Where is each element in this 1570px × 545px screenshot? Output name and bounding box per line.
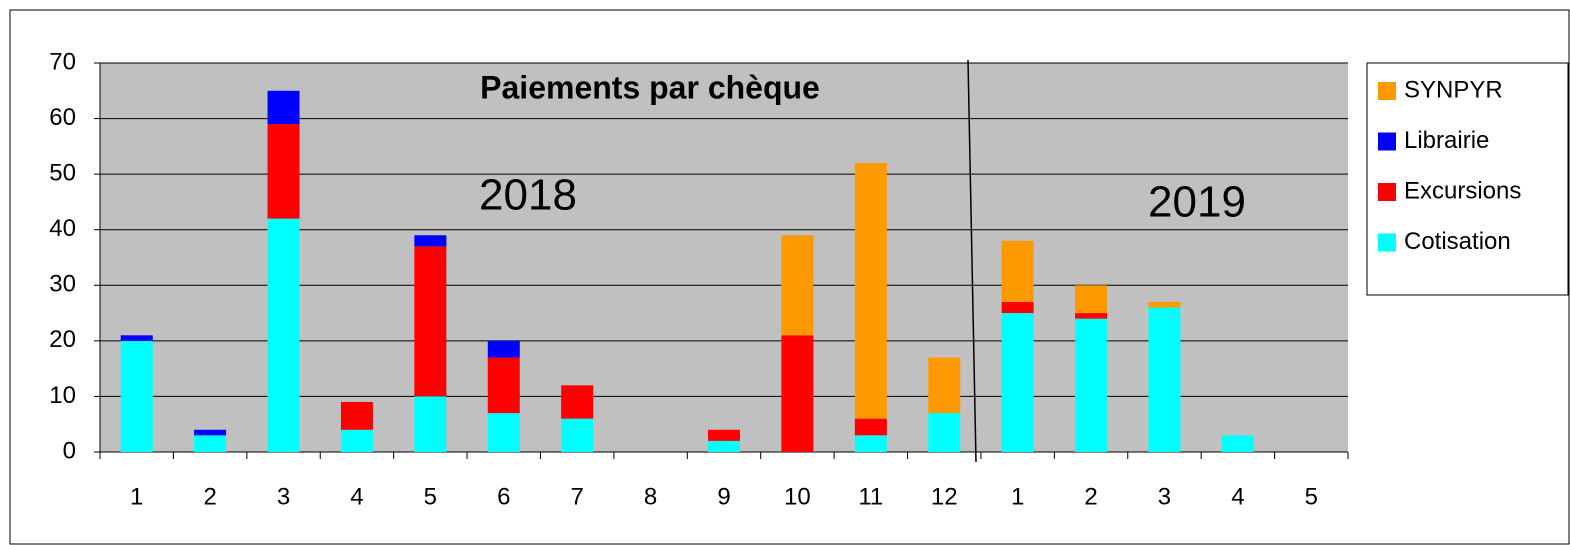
bar-segment [267, 124, 300, 219]
bar-segment [120, 340, 153, 452]
bar-segment [1001, 313, 1034, 452]
legend-swatch [1378, 82, 1396, 100]
y-tick-label: 60 [49, 104, 76, 131]
x-tick-label: 4 [1231, 483, 1244, 510]
x-tick-label: 5 [1305, 483, 1318, 510]
bar-segment [781, 335, 814, 452]
x-tick-label: 8 [644, 483, 657, 510]
y-tick-label: 20 [49, 326, 76, 353]
x-tick-label: 6 [497, 483, 510, 510]
bar-segment [854, 418, 887, 436]
y-tick-label: 10 [49, 382, 76, 409]
bar-segment [340, 401, 373, 430]
bar-segment [267, 90, 300, 125]
bar-segment [708, 429, 740, 441]
legend-swatch [1378, 233, 1396, 252]
bar-segment [1075, 285, 1108, 314]
y-tick-label: 50 [49, 159, 76, 186]
legend-label: Cotisation [1404, 228, 1511, 255]
bar-segment [1148, 301, 1181, 308]
bar-segment [194, 435, 227, 452]
y-tick-label: 40 [49, 215, 76, 242]
bar-segment [708, 440, 740, 452]
legend-label: SYNPYR [1404, 76, 1503, 103]
legend [1366, 62, 1569, 296]
x-tick-label: 5 [424, 483, 437, 510]
plot-area [100, 63, 1348, 452]
legend-swatch [1378, 132, 1396, 151]
bar-segment [120, 335, 153, 341]
x-tick-label: 11 [858, 483, 883, 510]
x-tick-label: 2 [203, 483, 216, 510]
y-tick-label: 0 [63, 437, 76, 464]
bar-segment [561, 385, 594, 419]
bar-segment [854, 435, 887, 452]
bar-segment [414, 396, 447, 452]
x-tick-label: 3 [1158, 483, 1171, 510]
bar-segment [1075, 318, 1108, 452]
legend-swatch [1378, 183, 1396, 201]
bar-segment [928, 413, 961, 452]
x-tick-label: 7 [570, 483, 583, 510]
bar-segment [1075, 313, 1108, 319]
y-tick-label: 30 [49, 271, 76, 298]
legend-label: Librairie [1404, 127, 1489, 154]
annotation: 2018 [479, 171, 577, 220]
bar-segment [194, 429, 227, 436]
bar-segment [414, 246, 447, 397]
year-divider [967, 59, 977, 463]
bar-segment [1221, 435, 1254, 452]
bar-segment [487, 413, 520, 452]
bar-segment [1148, 307, 1181, 452]
x-tick-label: 2 [1084, 483, 1097, 510]
bar-segment [414, 235, 447, 247]
bar-segment [487, 357, 520, 414]
x-tick-label: 10 [784, 483, 811, 510]
bar-segment [1001, 240, 1034, 302]
x-tick-label: 1 [1011, 483, 1024, 510]
x-tick-label: 4 [350, 483, 363, 510]
bar-segment [487, 340, 520, 358]
x-tick-label: 12 [931, 483, 958, 510]
x-tick-label: 1 [130, 483, 143, 510]
bar-segment [561, 418, 594, 452]
bar-segment [1001, 301, 1034, 314]
bar-segment [267, 218, 300, 452]
x-tick-label: 9 [717, 483, 730, 510]
x-tick-label: 3 [277, 483, 290, 510]
legend-label: Excursions [1404, 177, 1521, 204]
bar-segment [928, 357, 961, 414]
bar-segment [340, 429, 373, 452]
annotation: 2019 [1148, 178, 1246, 227]
y-tick-label: 70 [49, 48, 76, 75]
bar-segment [854, 163, 887, 419]
chart-title: Paiements par chèque [480, 69, 820, 105]
bar-segment [781, 235, 814, 336]
